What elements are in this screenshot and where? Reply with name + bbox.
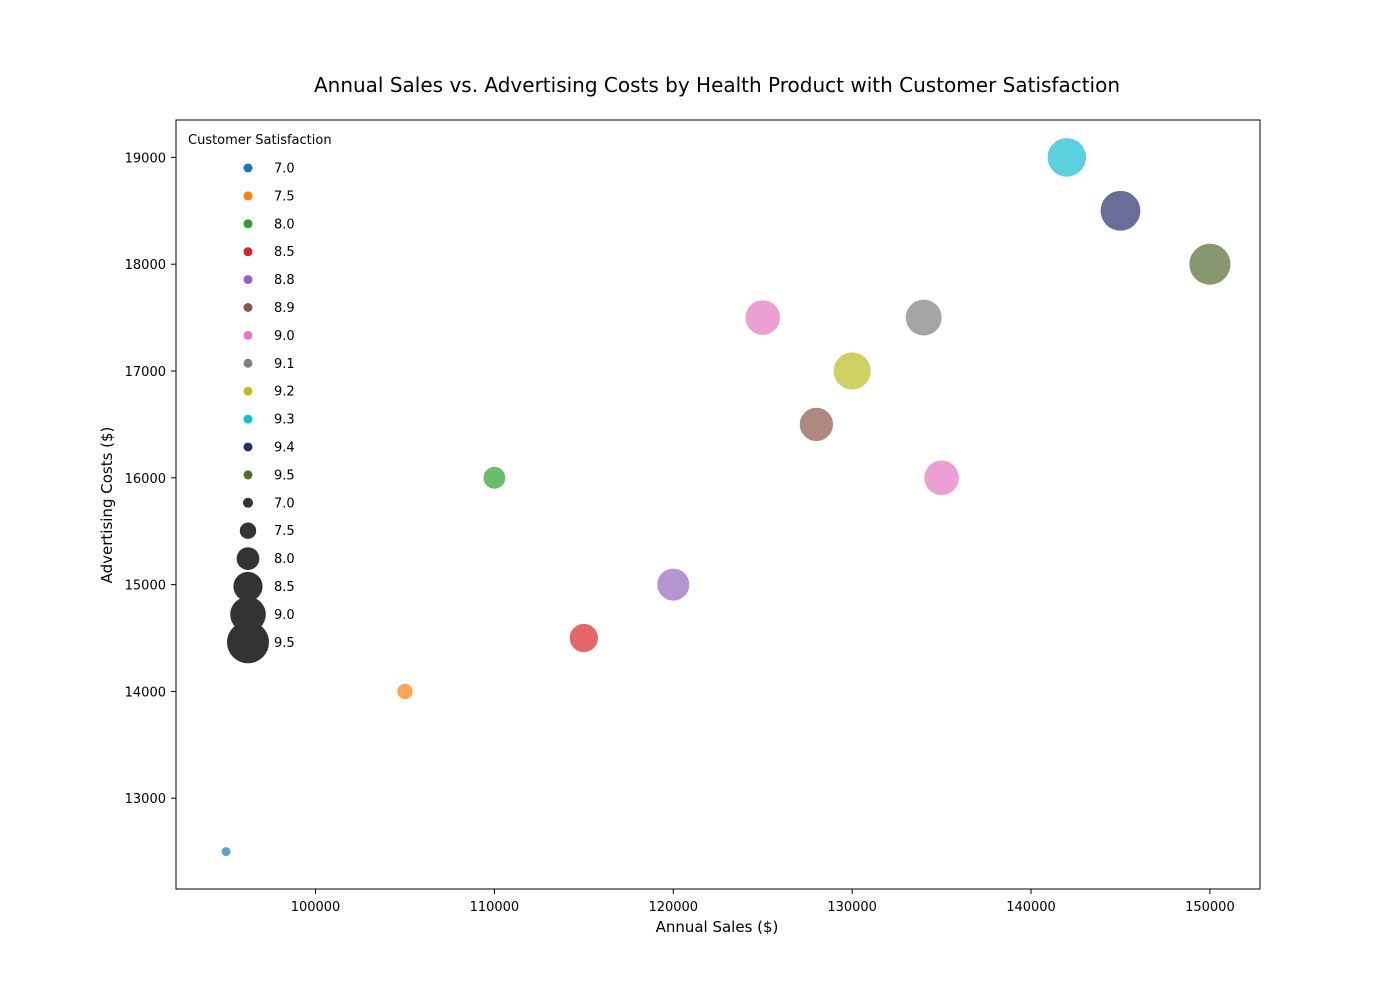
plot-area-frame	[175, 119, 1261, 890]
legend-label: 9.0	[274, 329, 295, 344]
chart-title: Annual Sales vs. Advertising Costs by He…	[314, 73, 1120, 97]
legend-label: 9.4	[274, 441, 295, 456]
legend-size-marker	[233, 571, 263, 602]
legend-marker	[243, 358, 253, 368]
data-point	[482, 465, 507, 490]
legend-size-label: 9.0	[274, 608, 295, 623]
x-axis-label: Annual Sales ($)	[656, 918, 779, 936]
legend-size-label: 8.5	[274, 580, 295, 595]
legend-marker	[243, 470, 253, 480]
data-point	[656, 567, 691, 602]
x-tick-label: 120000	[648, 900, 698, 915]
legend-marker	[243, 247, 253, 257]
legend-marker	[243, 191, 253, 201]
data-point	[396, 682, 414, 701]
legend-label: 8.5	[274, 245, 295, 260]
data-point	[744, 299, 782, 336]
legend-title: Customer Satisfaction	[188, 133, 332, 148]
legend-size-label: 8.0	[274, 552, 295, 567]
legend-size-marker	[227, 621, 269, 664]
data-point	[904, 298, 943, 337]
legend-size-label: 7.5	[274, 524, 295, 539]
y-tick-label: 15000	[125, 579, 166, 594]
x-tick-label: 110000	[470, 900, 520, 915]
data-point	[220, 846, 232, 858]
legend-size-label: 9.5	[274, 636, 295, 651]
data-point	[798, 406, 835, 443]
data-point	[1046, 137, 1088, 178]
data-point	[1188, 242, 1232, 286]
legend-marker	[243, 414, 253, 424]
y-tick-label: 14000	[125, 685, 166, 700]
x-tick-label: 130000	[827, 900, 877, 915]
y-tick-label: 19000	[125, 151, 166, 166]
x-tick-label: 150000	[1185, 900, 1235, 915]
data-point	[1099, 189, 1142, 232]
legend-label: 9.1	[274, 357, 295, 372]
data-point	[832, 351, 872, 391]
y-tick-label: 18000	[125, 258, 166, 273]
legend-size-marker	[236, 547, 260, 570]
x-tick-label: 140000	[1006, 900, 1056, 915]
legend-label: 7.5	[274, 189, 295, 204]
legend-size-marker	[243, 497, 253, 508]
y-tick-label: 17000	[125, 365, 166, 380]
y-axis-label: Advertising Costs ($)	[98, 427, 116, 584]
data-points	[220, 137, 1232, 858]
legend: Customer Satisfaction 7.0 7.5 8.0 8.5 8.8 8.9…	[188, 133, 332, 664]
x-axis: 100000 110000 120000 130000 140000 150000	[291, 889, 1235, 915]
legend-size-marker	[239, 522, 257, 539]
legend-marker	[243, 386, 253, 396]
legend-label: 8.0	[274, 217, 295, 232]
legend-marker	[243, 303, 253, 312]
y-tick-label: 16000	[125, 472, 166, 487]
legend-marker	[243, 330, 253, 340]
y-axis: 13000 14000 15000 16000 17000 18000 19000	[125, 151, 176, 807]
legend-label: 8.8	[274, 273, 295, 288]
legend-label: 8.9	[274, 301, 295, 316]
legend-label: 7.0	[274, 162, 295, 177]
x-tick-label: 100000	[291, 900, 341, 915]
legend-label: 9.5	[274, 468, 295, 483]
legend-marker	[243, 275, 253, 285]
y-tick-label: 13000	[125, 792, 166, 807]
data-point	[923, 459, 960, 497]
legend-marker	[243, 219, 253, 229]
legend-marker	[243, 442, 253, 452]
legend-size-label: 7.0	[274, 496, 295, 511]
data-point	[568, 622, 599, 654]
legend-marker	[243, 163, 253, 173]
legend-label: 9.2	[274, 385, 295, 400]
legend-label: 9.3	[274, 413, 295, 428]
